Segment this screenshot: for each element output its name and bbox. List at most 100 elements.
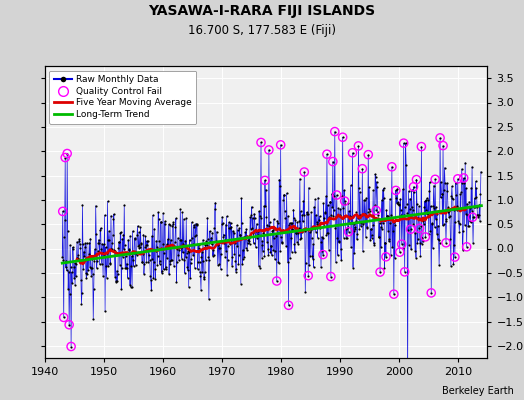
Point	[399, 140, 408, 146]
Point	[96, 227, 104, 234]
Point	[69, 244, 77, 250]
Point	[60, 314, 68, 321]
Point	[307, 209, 315, 216]
Point	[313, 234, 322, 241]
Point	[431, 176, 439, 182]
Point	[209, 253, 217, 259]
Point	[195, 245, 203, 251]
Point	[177, 245, 185, 251]
Point	[416, 240, 424, 246]
Point	[78, 202, 86, 208]
Point	[384, 228, 392, 234]
Point	[360, 219, 368, 225]
Point	[154, 253, 162, 260]
Point	[361, 197, 369, 203]
Point	[308, 234, 316, 241]
Point	[155, 237, 163, 244]
Point	[226, 220, 235, 226]
Point	[194, 259, 202, 266]
Point	[175, 247, 183, 253]
Point	[89, 271, 97, 277]
Point	[438, 190, 446, 197]
Point	[445, 214, 453, 220]
Point	[454, 176, 462, 182]
Point	[292, 230, 301, 236]
Point	[248, 214, 257, 221]
Point	[294, 230, 302, 236]
Point	[378, 226, 386, 232]
Point	[472, 185, 481, 191]
Point	[296, 236, 304, 242]
Point	[84, 267, 93, 274]
Point	[236, 232, 244, 238]
Point	[176, 206, 184, 213]
Point	[222, 221, 230, 228]
Point	[406, 196, 414, 202]
Point	[272, 278, 281, 284]
Point	[318, 248, 326, 254]
Point	[398, 214, 407, 220]
Point	[264, 252, 272, 258]
Point	[473, 212, 482, 218]
Point	[285, 302, 293, 308]
Point	[284, 213, 292, 219]
Point	[75, 238, 83, 244]
Point	[431, 224, 439, 230]
Point	[86, 235, 94, 242]
Point	[316, 239, 325, 245]
Point	[375, 220, 384, 226]
Point	[85, 240, 93, 246]
Point	[336, 206, 344, 212]
Point	[441, 218, 450, 225]
Point	[330, 192, 339, 199]
Point	[233, 242, 242, 249]
Point	[147, 277, 155, 284]
Point	[163, 236, 172, 242]
Point	[193, 222, 201, 228]
Point	[477, 168, 485, 175]
Point	[115, 239, 123, 245]
Point	[90, 258, 99, 264]
Point	[68, 280, 77, 286]
Point	[133, 252, 141, 258]
Point	[199, 258, 208, 264]
Point	[311, 196, 319, 202]
Point	[200, 276, 208, 282]
Point	[67, 264, 75, 270]
Point	[415, 225, 423, 232]
Point	[443, 180, 451, 186]
Point	[398, 241, 406, 247]
Point	[144, 259, 152, 266]
Point	[333, 234, 342, 241]
Point	[410, 211, 419, 218]
Point	[426, 228, 434, 235]
Point	[457, 166, 466, 172]
Point	[261, 177, 269, 184]
Point	[170, 243, 179, 249]
Point	[230, 229, 238, 236]
Point	[408, 207, 417, 214]
Point	[174, 257, 183, 264]
Point	[358, 212, 366, 218]
Point	[301, 228, 309, 234]
Point	[146, 257, 154, 263]
Point	[97, 260, 106, 267]
Point	[349, 264, 357, 271]
Point	[466, 204, 474, 211]
Point	[234, 261, 243, 268]
Point	[157, 270, 166, 276]
Point	[61, 154, 69, 161]
Point	[452, 191, 461, 198]
Point	[230, 237, 238, 243]
Point	[215, 239, 224, 245]
Point	[442, 216, 451, 222]
Point	[117, 229, 125, 236]
Point	[94, 236, 103, 243]
Point	[79, 241, 87, 247]
Point	[318, 234, 326, 240]
Point	[449, 196, 457, 202]
Point	[106, 260, 115, 266]
Point	[193, 266, 202, 272]
Point	[336, 246, 345, 252]
Point	[228, 254, 237, 260]
